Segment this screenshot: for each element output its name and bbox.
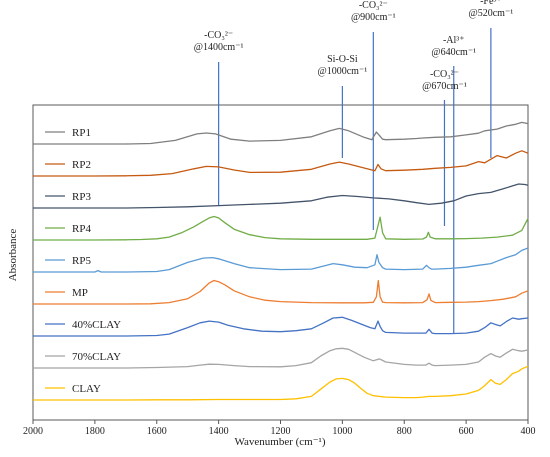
annotation-label: @640cm⁻¹ xyxy=(431,47,476,58)
y-axis-label: Absorbance xyxy=(7,229,19,282)
annotation-label: @1000cm⁻¹ xyxy=(318,66,368,77)
annotation-label: -Fe³⁺ xyxy=(480,0,502,7)
x-tick-label: 600 xyxy=(459,426,474,437)
series-line-rp5 xyxy=(33,247,529,273)
annotation-label: -Al³⁺ xyxy=(443,35,465,46)
legend-label: 70%CLAY xyxy=(72,351,121,363)
x-tick-label: 1600 xyxy=(147,426,167,437)
annotation-label: -CO₃²⁻ xyxy=(204,30,233,41)
x-tick-label: 2000 xyxy=(23,426,43,437)
x-axis: 2000 1800 1600 1400 1200 1000 800 600 400 xyxy=(23,420,536,437)
series-line-70-clay xyxy=(33,347,529,369)
annotation-label: @900cm⁻¹ xyxy=(351,12,396,23)
series-layer: RP1 RP2 RP3 RP4 RP5 MP 40%CLAY 70%CLAY CLAY xyxy=(33,121,529,401)
x-axis-label: Wavenumber (cm⁻¹) xyxy=(235,436,326,448)
annotation-label: Si-O-Si xyxy=(327,54,358,65)
series-line-rp3 xyxy=(33,183,529,209)
annotation-label: @520cm⁻¹ xyxy=(469,8,514,19)
annotation-labels: -CO₃²⁻@1400cm⁻¹Si-O-Si@1000cm⁻¹-CO₃²⁻@90… xyxy=(194,0,513,92)
x-tick-label: 1200 xyxy=(271,426,291,437)
x-tick-label: 1400 xyxy=(209,426,229,437)
annotation-lines xyxy=(218,28,492,333)
x-tick-label: 1800 xyxy=(85,426,105,437)
series-line-rp1 xyxy=(33,121,529,145)
series-line-rp4 xyxy=(33,215,529,241)
series-line-mp xyxy=(33,279,529,305)
series-line-40-clay xyxy=(33,316,529,337)
x-tick-label: 800 xyxy=(397,426,412,437)
legend-label: RP4 xyxy=(72,223,91,235)
annotation-label: -CO₃²⁻ xyxy=(430,69,459,80)
series-line-clay xyxy=(33,365,529,401)
annotation-label: @670cm⁻¹ xyxy=(422,81,467,92)
legend-label: RP2 xyxy=(72,159,91,171)
legend-label: 40%CLAY xyxy=(72,319,121,331)
legend-label: RP1 xyxy=(72,127,91,139)
legend-label: MP xyxy=(72,287,88,299)
legend-label: RP3 xyxy=(72,191,91,203)
annotation-label: -CO₃²⁻ xyxy=(359,0,388,11)
x-tick-label: 400 xyxy=(521,426,536,437)
legend-label: CLAY xyxy=(72,383,101,395)
annotation-label: @1400cm⁻¹ xyxy=(194,42,244,53)
legend-label: RP5 xyxy=(72,255,91,267)
series-line-rp2 xyxy=(33,150,529,177)
x-tick-label: 1000 xyxy=(332,426,352,437)
